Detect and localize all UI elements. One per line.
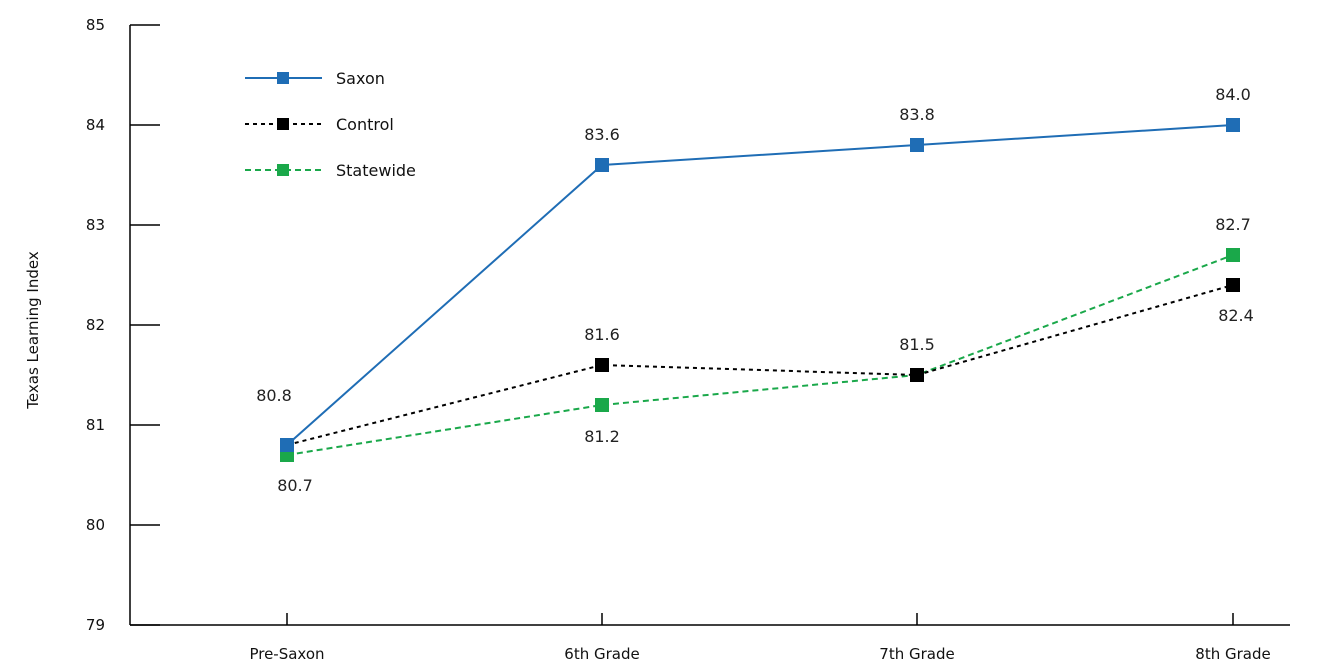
series-line-control (286, 284, 1234, 446)
x-tick-label-1: 6th Grade (564, 645, 639, 663)
data-label-saxon-3: 84.0 (1215, 85, 1251, 104)
x-tick-label-0: Pre-Saxon (249, 645, 324, 663)
legend-label-saxon: Saxon (336, 69, 385, 88)
y-tick-label-84: 84 (86, 116, 105, 134)
y-tick-label-85: 85 (86, 16, 105, 34)
data-label-saxon-1: 83.6 (584, 125, 620, 144)
legend: Saxon Control Statewide (245, 69, 416, 180)
y-tick-label-83: 83 (86, 216, 105, 234)
series-layer (280, 118, 1240, 462)
point-saxon-2 (910, 138, 924, 152)
data-label-saxon-0: 80.8 (256, 386, 292, 405)
data-label-control-1: 81.6 (584, 325, 620, 344)
data-labels: 80.7 81.2 82.7 81.6 81.5 82.4 80.8 83.6 83.8 84.0 (256, 85, 1254, 495)
legend-marker-control (277, 118, 289, 130)
point-statewide-1 (595, 398, 609, 412)
point-statewide-3 (1226, 248, 1240, 262)
legend-label-control: Control (336, 115, 394, 134)
data-label-statewide-1: 81.2 (584, 427, 620, 446)
data-label-control-2: 81.5 (899, 335, 935, 354)
point-control-1 (595, 358, 609, 372)
x-tick-label-3: 8th Grade (1195, 645, 1270, 663)
legend-label-statewide: Statewide (336, 161, 416, 180)
point-saxon-1 (595, 158, 609, 172)
series-line-saxon (286, 124, 1234, 446)
y-axis-title: Texas Learning Index (24, 251, 42, 410)
y-tick-label-80: 80 (86, 516, 105, 534)
point-control-3 (1226, 278, 1240, 292)
axes: 79 80 81 82 83 84 85 Pre-Saxon 6th Grade 7th Grad… (86, 16, 1290, 663)
point-control-2 (910, 368, 924, 382)
y-tick-label-82: 82 (86, 316, 105, 334)
y-tick-label-81: 81 (86, 416, 105, 434)
data-label-statewide-0: 80.7 (277, 476, 313, 495)
point-saxon-3 (1226, 118, 1240, 132)
legend-marker-saxon (277, 72, 289, 84)
data-label-saxon-2: 83.8 (899, 105, 935, 124)
point-saxon-0 (280, 438, 294, 452)
legend-marker-statewide (277, 164, 289, 176)
data-label-statewide-3: 82.7 (1215, 215, 1251, 234)
y-tick-label-79: 79 (86, 616, 105, 634)
series-line-statewide (286, 254, 1234, 456)
data-label-control-3: 82.4 (1218, 306, 1254, 325)
x-tick-label-2: 7th Grade (879, 645, 954, 663)
